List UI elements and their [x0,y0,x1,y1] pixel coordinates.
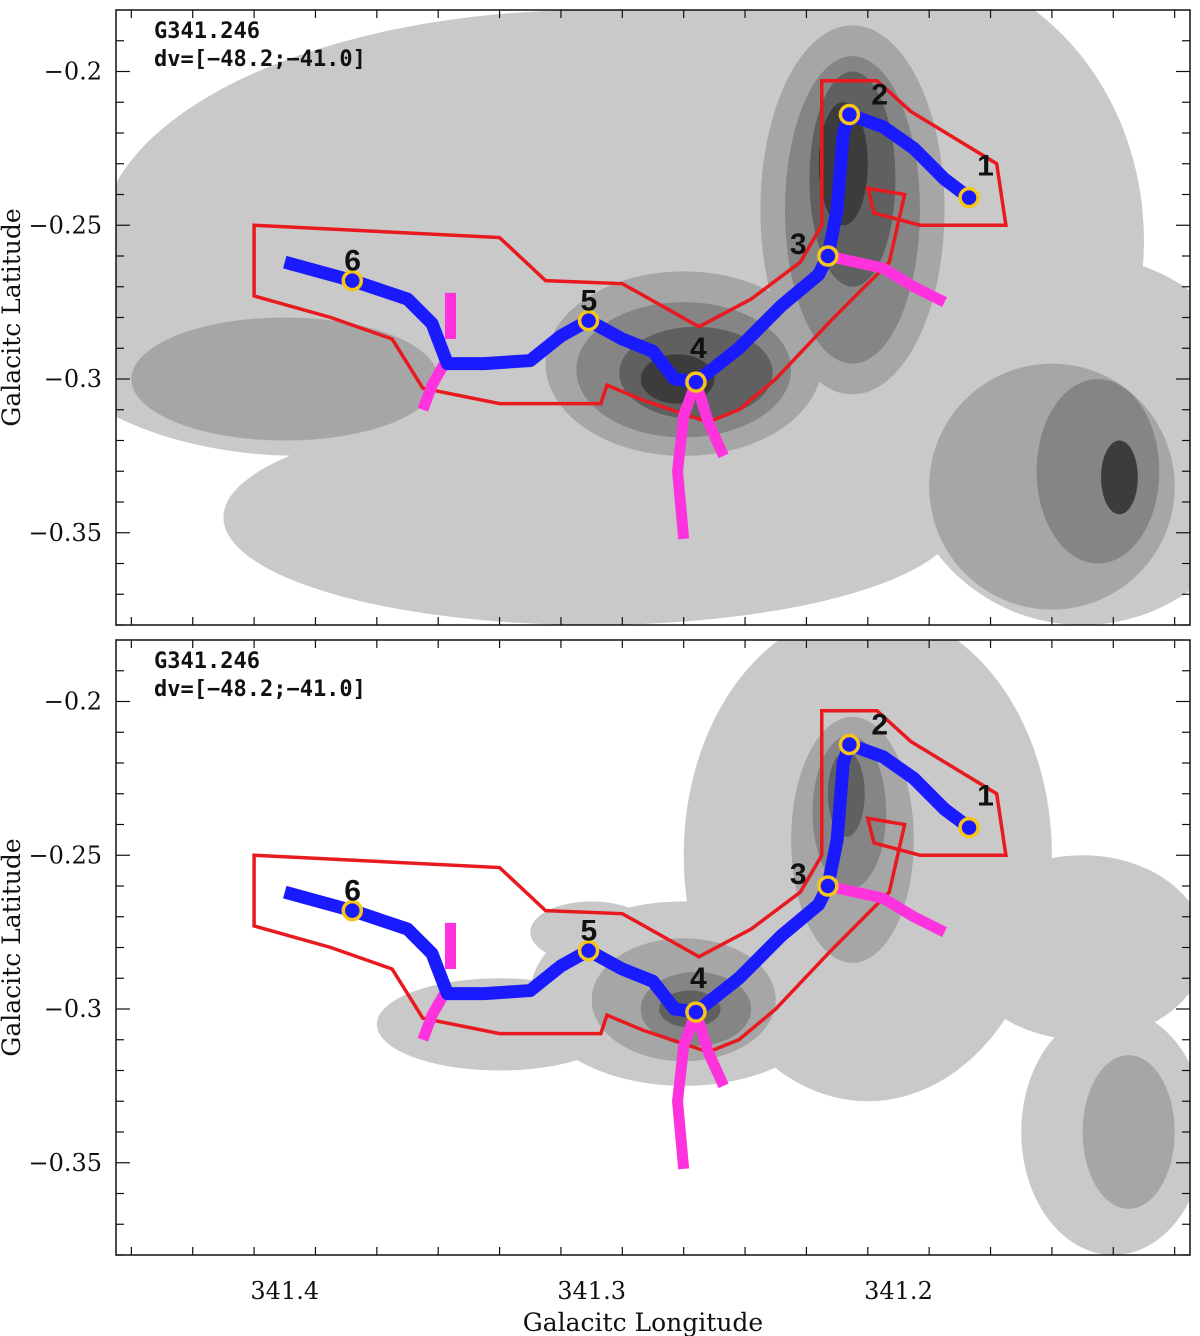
contour-level-2 [1036,379,1160,564]
velocity-range-label: dv=[−48.2;−41.0] [154,677,366,702]
plot-area [252,640,1190,1255]
node-marker-4 [685,371,707,393]
y-tick-label: −0.35 [28,1149,102,1177]
velocity-range-label: dv=[−48.2;−41.0] [154,47,366,72]
y-tick-label: −0.35 [28,519,102,547]
filament-outline [252,78,1008,424]
node-label-1: 1 [977,780,994,813]
contour-level-1 [131,317,439,441]
y-tick-label: −0.2 [44,688,102,716]
node-marker-1 [958,186,980,209]
filament-branch-1 [417,990,450,1042]
node-marker-3 [817,875,839,897]
node-label-4: 4 [690,962,707,995]
node-marker-2 [838,103,861,126]
x-tick-label: 341.2 [864,1277,933,1305]
contour-level-0 [959,855,1190,1040]
contour-level-1 [1082,1055,1175,1209]
node-marker-4 [685,1001,707,1023]
node-marker-5 [577,939,600,962]
bottom-panel: 1 2 3 4 5 6 −0.2 −0.25 −0.3 −0.35 341.4 341.3 341.2 G… [0,639,1191,1336]
filament-outline [252,708,1008,1054]
node-marker-6 [341,899,364,922]
node-label-6: 6 [344,245,361,278]
filament-branch-4 [690,1010,729,1089]
node-label-6: 6 [344,875,361,908]
filament-branch-3 [672,380,702,540]
contour-level-0 [223,409,960,625]
filament-branch-4 [690,380,729,459]
node-label-5: 5 [581,285,598,318]
node-marker-3 [817,245,839,267]
node-marker-1 [958,816,980,839]
y-tick-label: −0.25 [28,211,102,239]
node-marker-6 [341,269,364,292]
filament-branch-0 [826,250,947,308]
filament-branch-1 [417,360,450,412]
panel-label: G341.246 [154,19,260,44]
y-axis-title: Galacitc Latitude [0,838,26,1056]
node-marker-2 [838,733,861,756]
top-panel: 1 2 3 4 5 6 −0.2 −0.25 −0.3 −0.35 Galacitc Latitud… [0,9,1191,626]
y-tick-label: −0.3 [44,995,102,1023]
y-tick-label: −0.3 [44,365,102,393]
x-axis-title: Galacitc Longitude [523,1308,763,1336]
contour-level-4 [1101,440,1138,515]
x-tick-label: 341.3 [557,1277,626,1305]
node-marker-5 [577,309,600,332]
panel-label: G341.246 [154,649,260,674]
filament-branch-3 [672,1010,702,1170]
x-tick-label: 341.4 [250,1277,319,1305]
node-label-4: 4 [690,332,707,365]
node-label-5: 5 [581,915,598,948]
plot-area [116,10,1190,625]
node-label-1: 1 [977,150,994,183]
contour-level-0 [530,901,654,963]
node-label-3: 3 [790,228,807,261]
y-tick-label: −0.25 [28,841,102,869]
node-label-3: 3 [790,858,807,891]
node-label-2: 2 [871,79,888,112]
node-label-2: 2 [871,709,888,742]
y-tick-label: −0.2 [44,58,102,86]
filament-branch-0 [826,880,947,938]
y-axis-title: Galacitc Latitude [0,208,26,426]
